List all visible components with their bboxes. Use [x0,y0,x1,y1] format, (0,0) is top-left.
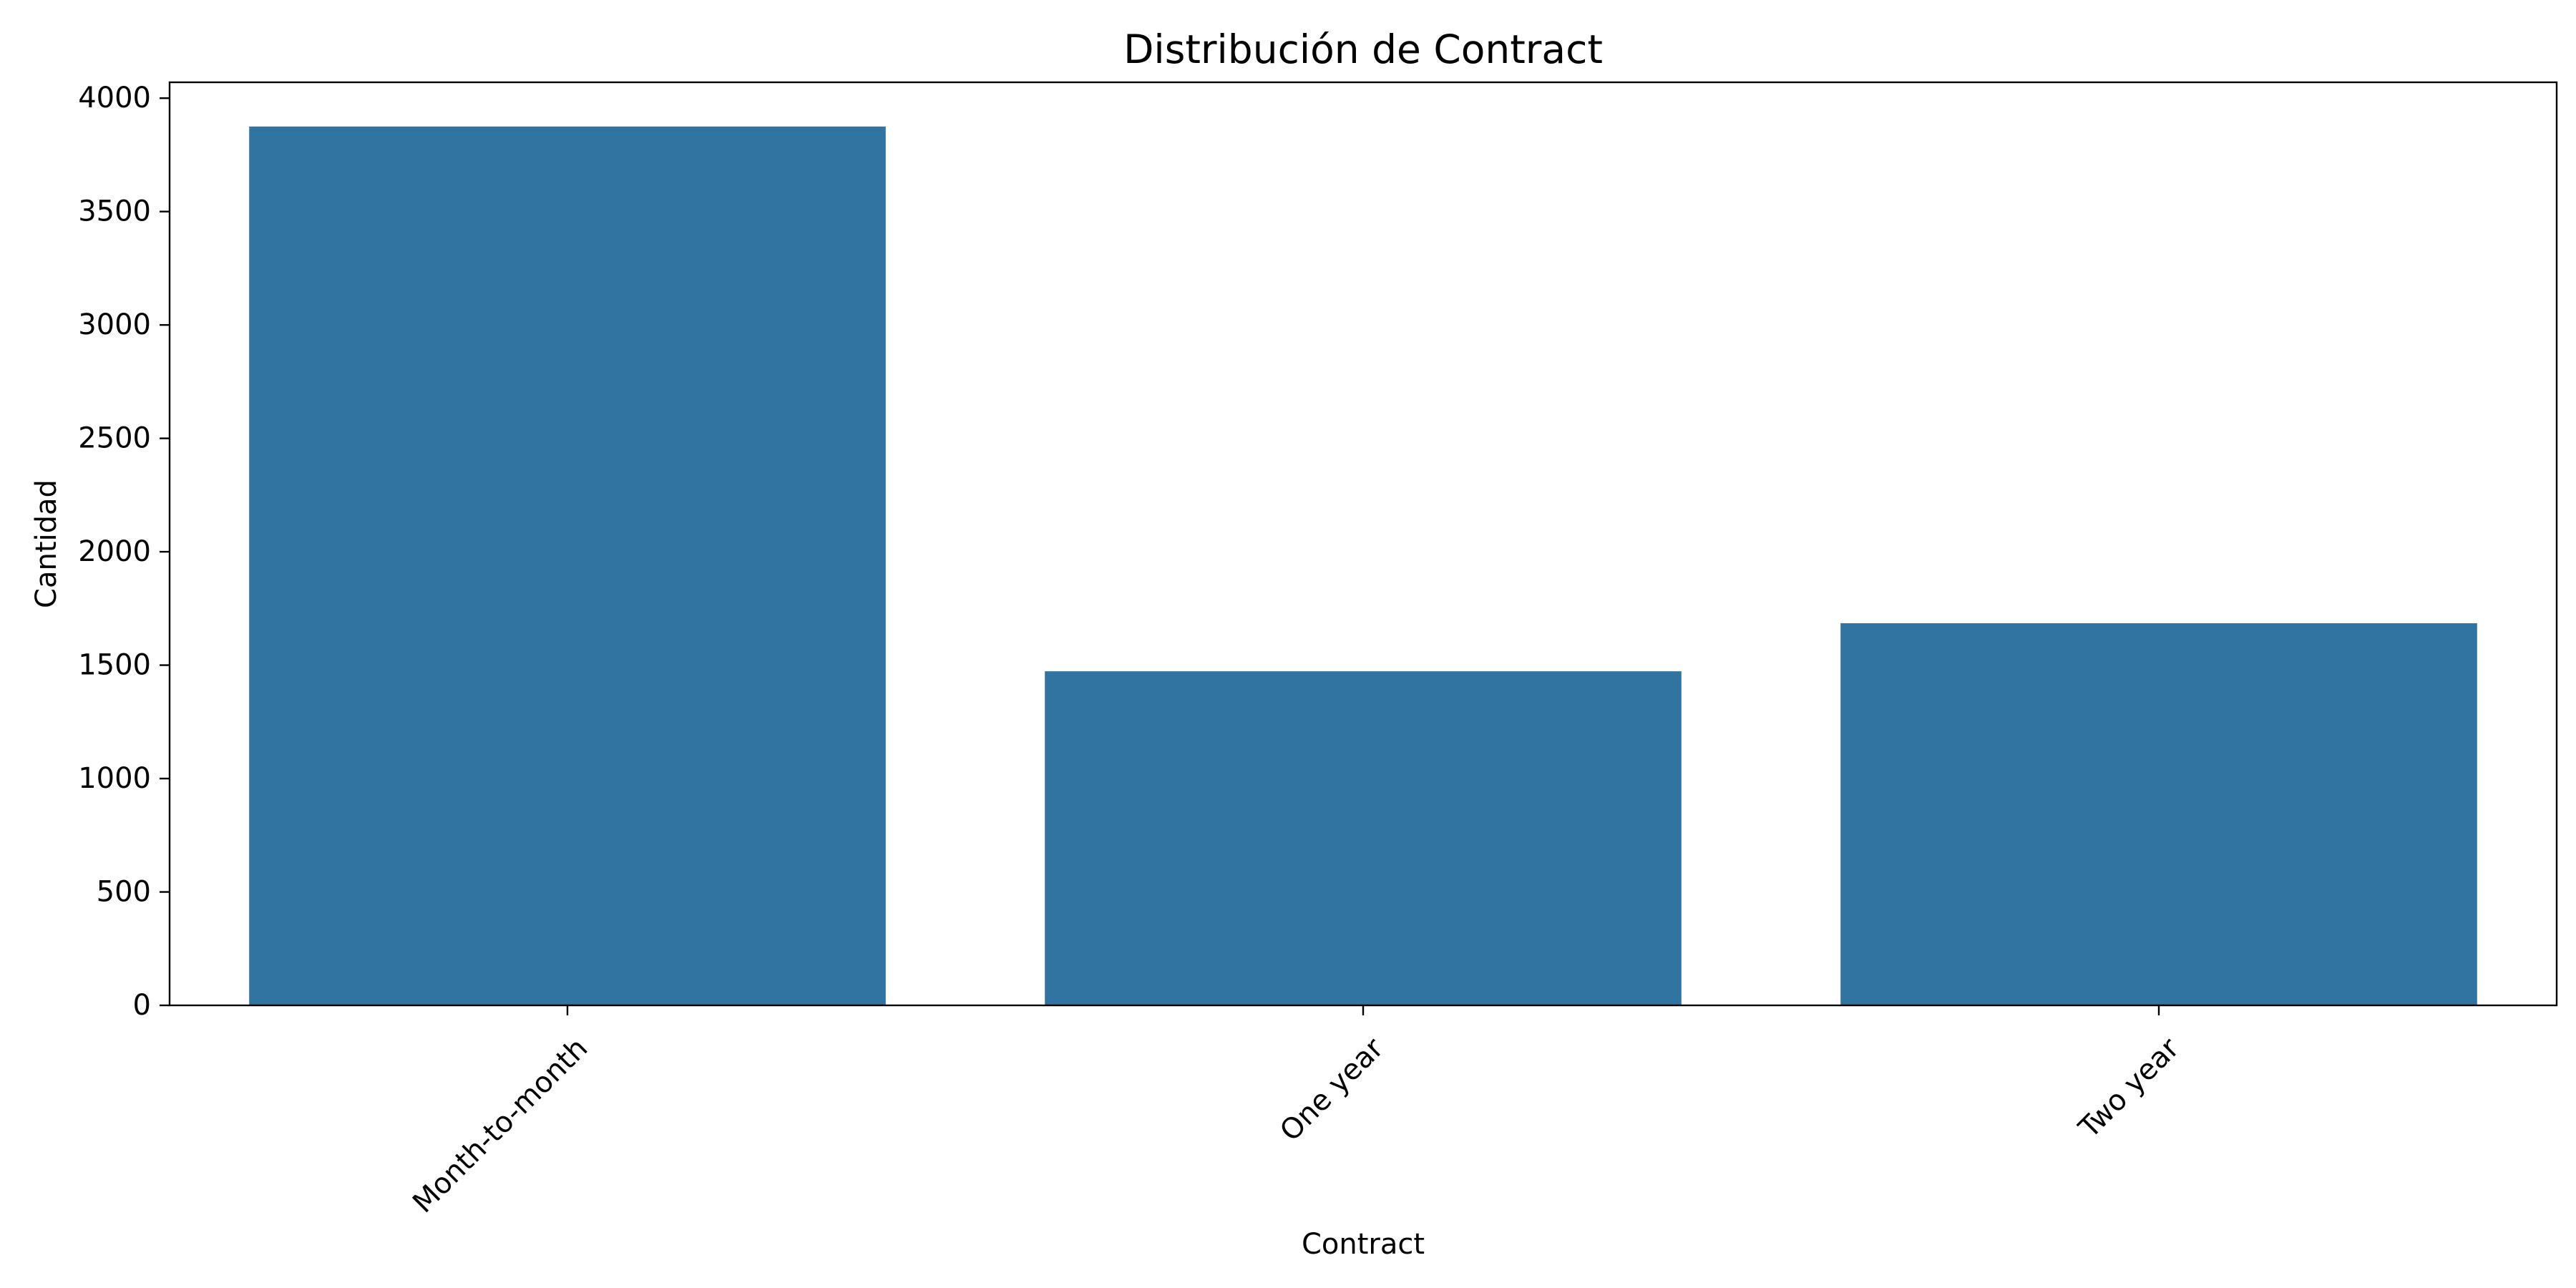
y-tick-label: 1000 [78,762,151,795]
y-tick-label: 4000 [78,82,151,114]
y-tick-label: 2500 [78,422,151,455]
y-tick-label: 500 [97,876,151,909]
y-tick-label: 3000 [78,308,151,341]
chart-title: Distribución de Contract [1123,26,1603,72]
bar-one-year [1045,671,1682,1005]
y-tick-label: 2000 [78,535,151,568]
x-axis-label: Contract [1302,1228,1425,1261]
bar-two-year [1840,623,2477,1005]
y-tick-label: 1500 [78,649,151,682]
y-tick-label: 0 [133,989,151,1022]
y-tick-label: 3500 [78,195,151,228]
bar-month-to-month [249,127,886,1005]
y-axis-label: Cantidad [30,479,63,608]
